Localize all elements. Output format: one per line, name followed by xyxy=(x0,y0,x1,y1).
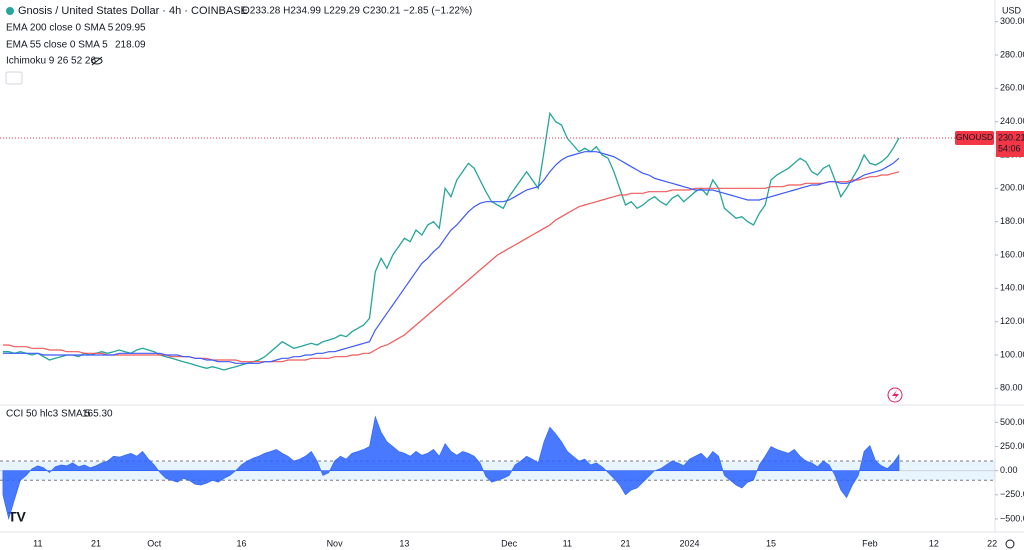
cci-area xyxy=(2,415,900,521)
y-tick-label: 180.00 xyxy=(1000,216,1024,226)
eye-slash xyxy=(91,56,103,66)
y-tick-label: 200.00 xyxy=(1000,183,1024,193)
x-tick-label: 16 xyxy=(236,538,246,548)
x-tick-label: 22 xyxy=(987,538,997,548)
legend-value: 165.30 xyxy=(82,409,113,420)
x-tick-label: Feb xyxy=(862,538,878,548)
y-tick-label: 280.00 xyxy=(1000,49,1024,59)
x-tick-label: Dec xyxy=(501,538,518,548)
x-tick-label: 21 xyxy=(621,538,631,548)
symbol-tag-label: GNOUSD xyxy=(956,132,993,142)
y-tick-label: 160.00 xyxy=(1000,249,1024,259)
x-tick-label: Oct xyxy=(147,538,162,548)
x-tick-label: 11 xyxy=(563,538,572,548)
ema-line xyxy=(2,151,900,364)
x-tick-label: 12 xyxy=(929,538,939,548)
symbol-title[interactable]: Gnosis / United States Dollar · 4h · COI… xyxy=(18,5,248,17)
collapse-button[interactable] xyxy=(5,71,23,85)
price-line xyxy=(2,111,900,371)
legend-value: 209.95 xyxy=(115,23,146,34)
legend-name: EMA 200 close 0 SMA 5 xyxy=(6,23,114,34)
ema-line xyxy=(2,171,900,363)
price-tag xyxy=(996,130,1024,157)
y-tick-label: −500.00 xyxy=(1000,513,1024,523)
alert-icon[interactable] xyxy=(887,387,903,403)
alert-bolt xyxy=(892,390,899,400)
settings-icon[interactable] xyxy=(1005,539,1015,549)
x-tick-label: Nov xyxy=(327,538,344,548)
x-tick-label: 15 xyxy=(766,538,776,548)
y-tick-label: 0.00 xyxy=(1000,465,1018,475)
indicator-label[interactable]: Ichimoku 9 26 52 26 xyxy=(6,56,96,67)
y-tick-label: 80.00 xyxy=(1000,383,1023,393)
y-tick-label: 100.00 xyxy=(1000,349,1024,359)
y-tick-label: 120.00 xyxy=(1000,316,1024,326)
y-tick-label: −250.00 xyxy=(1000,489,1024,499)
y-tick-label: 240.00 xyxy=(1000,116,1024,126)
symbol-tag xyxy=(955,130,994,145)
y-tick-label: 140.00 xyxy=(1000,283,1024,293)
y-tick-label: 260.00 xyxy=(1000,83,1024,93)
price-tag-countdown: 54:06 xyxy=(998,143,1021,153)
y-tick-label: 250.00 xyxy=(1000,441,1024,451)
logo: TV xyxy=(8,509,27,525)
axis-unit: USD xyxy=(1002,5,1022,15)
x-tick-label: 2024 xyxy=(680,538,700,548)
y-tick-label: 500.00 xyxy=(1000,417,1024,427)
eye-icon xyxy=(91,57,103,65)
x-tick-label: 21 xyxy=(91,538,101,548)
legend-name: EMA 55 close 0 SMA 5 xyxy=(6,40,108,51)
symbol-icon xyxy=(6,7,14,15)
y-tick-label: 300.00 xyxy=(1000,16,1024,26)
legend-name: CCI 50 hlc3 SMA 5 xyxy=(6,409,91,420)
legend-value: 218.09 xyxy=(115,40,146,51)
x-tick-label: 11 xyxy=(33,538,42,548)
ohlc: O233.28 H234.99 L229.29 C230.21 −2.85 (−… xyxy=(242,6,472,17)
price-tag-value: 230.21 xyxy=(998,132,1024,142)
x-tick-label: 13 xyxy=(399,538,409,548)
hidden-eye-icon[interactable] xyxy=(91,56,103,66)
